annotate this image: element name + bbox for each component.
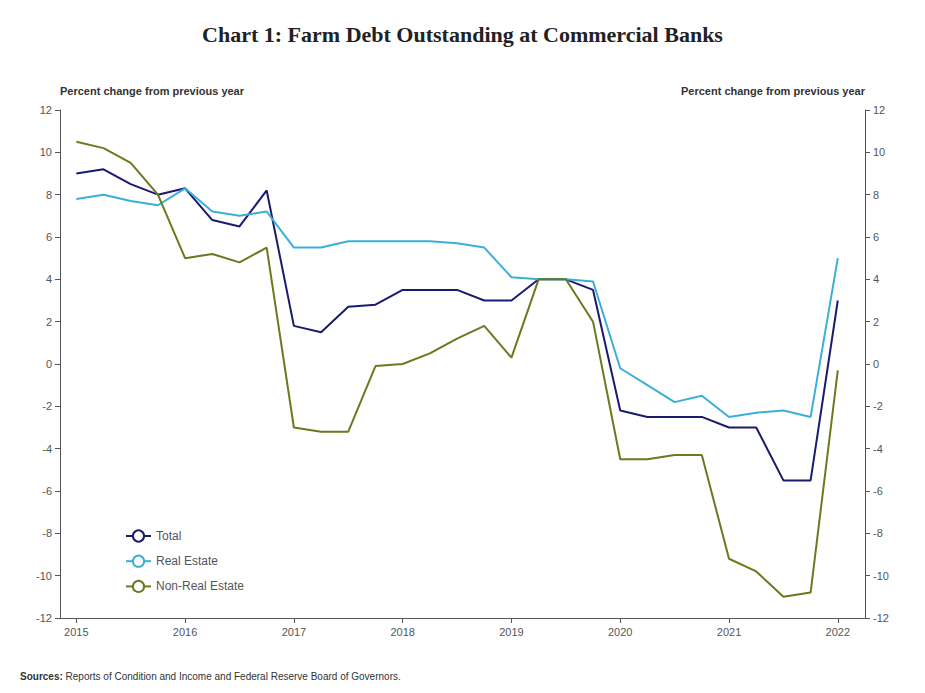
- svg-text:-12: -12: [36, 612, 52, 624]
- svg-text:Total: Total: [156, 529, 181, 543]
- svg-text:-10: -10: [873, 570, 889, 582]
- svg-text:2016: 2016: [173, 626, 197, 638]
- svg-text:2015: 2015: [64, 626, 88, 638]
- svg-text:-6: -6: [42, 485, 52, 497]
- svg-text:8: 8: [46, 189, 52, 201]
- svg-text:0: 0: [873, 358, 879, 370]
- svg-text:Real Estate: Real Estate: [156, 554, 218, 568]
- svg-text:4: 4: [46, 273, 52, 285]
- svg-text:12: 12: [40, 104, 52, 116]
- svg-text:-10: -10: [36, 570, 52, 582]
- svg-text:10: 10: [873, 146, 885, 158]
- svg-text:2017: 2017: [282, 626, 306, 638]
- svg-text:Chart 1: Farm Debt Outstanding: Chart 1: Farm Debt Outstanding at Commer…: [202, 22, 723, 47]
- svg-text:Percent change from previous y: Percent change from previous year: [60, 85, 245, 97]
- svg-text:-8: -8: [873, 527, 883, 539]
- svg-text:2020: 2020: [608, 626, 632, 638]
- svg-text:Non-Real Estate: Non-Real Estate: [156, 579, 244, 593]
- svg-text:Percent change from previous y: Percent change from previous year: [681, 85, 866, 97]
- svg-text:8: 8: [873, 189, 879, 201]
- svg-text:-12: -12: [873, 612, 889, 624]
- svg-text:2018: 2018: [390, 626, 414, 638]
- svg-text:-6: -6: [873, 485, 883, 497]
- svg-text:2: 2: [46, 316, 52, 328]
- svg-text:-4: -4: [873, 443, 883, 455]
- svg-text:2019: 2019: [499, 626, 523, 638]
- svg-text:-2: -2: [42, 400, 52, 412]
- svg-text:0: 0: [46, 358, 52, 370]
- svg-text:4: 4: [873, 273, 879, 285]
- svg-text:6: 6: [873, 231, 879, 243]
- svg-text:10: 10: [40, 146, 52, 158]
- svg-text:Reports of Condition and Incom: Reports of Condition and Income and Fede…: [63, 671, 401, 682]
- svg-text:2022: 2022: [826, 626, 850, 638]
- svg-text:-4: -4: [42, 443, 52, 455]
- svg-text:2: 2: [873, 316, 879, 328]
- svg-text:2021: 2021: [717, 626, 741, 638]
- svg-text:-2: -2: [873, 400, 883, 412]
- svg-text:-8: -8: [42, 527, 52, 539]
- svg-text:6: 6: [46, 231, 52, 243]
- svg-text:12: 12: [873, 104, 885, 116]
- svg-text:Sources:: Sources:: [20, 671, 63, 682]
